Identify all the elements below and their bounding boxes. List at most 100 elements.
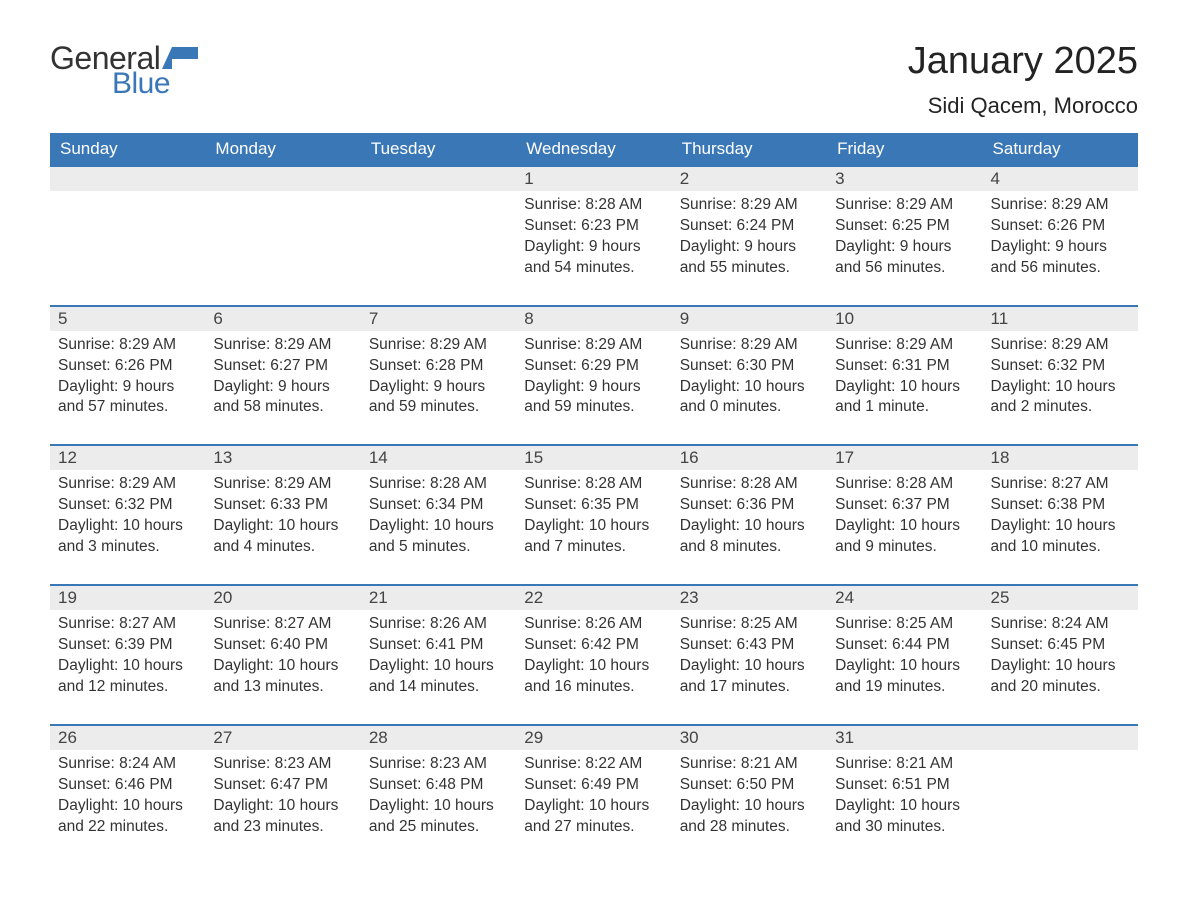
day-number: 25	[983, 586, 1138, 610]
calendar-cell: 26Sunrise: 8:24 AMSunset: 6:46 PMDayligh…	[50, 725, 205, 864]
calendar-cell: 31Sunrise: 8:21 AMSunset: 6:51 PMDayligh…	[827, 725, 982, 864]
day-number	[205, 167, 360, 191]
calendar-cell: 28Sunrise: 8:23 AMSunset: 6:48 PMDayligh…	[361, 725, 516, 864]
calendar-cell: 21Sunrise: 8:26 AMSunset: 6:41 PMDayligh…	[361, 585, 516, 725]
day-details: Sunrise: 8:28 AMSunset: 6:37 PMDaylight:…	[827, 470, 982, 584]
calendar-week: 19Sunrise: 8:27 AMSunset: 6:39 PMDayligh…	[50, 585, 1138, 725]
day-details: Sunrise: 8:26 AMSunset: 6:41 PMDaylight:…	[361, 610, 516, 724]
day-number: 30	[672, 726, 827, 750]
day-details: Sunrise: 8:27 AMSunset: 6:40 PMDaylight:…	[205, 610, 360, 724]
dow-monday: Monday	[205, 133, 360, 166]
day-number: 11	[983, 307, 1138, 331]
day-details: Sunrise: 8:29 AMSunset: 6:27 PMDaylight:…	[205, 331, 360, 445]
day-details: Sunrise: 8:24 AMSunset: 6:46 PMDaylight:…	[50, 750, 205, 864]
day-number: 17	[827, 446, 982, 470]
calendar-cell	[50, 166, 205, 306]
day-number: 29	[516, 726, 671, 750]
day-details: Sunrise: 8:29 AMSunset: 6:31 PMDaylight:…	[827, 331, 982, 445]
day-number: 9	[672, 307, 827, 331]
calendar-cell: 9Sunrise: 8:29 AMSunset: 6:30 PMDaylight…	[672, 306, 827, 446]
calendar-cell: 24Sunrise: 8:25 AMSunset: 6:44 PMDayligh…	[827, 585, 982, 725]
calendar-cell: 27Sunrise: 8:23 AMSunset: 6:47 PMDayligh…	[205, 725, 360, 864]
calendar-cell	[361, 166, 516, 306]
day-details: Sunrise: 8:29 AMSunset: 6:29 PMDaylight:…	[516, 331, 671, 445]
day-details: Sunrise: 8:29 AMSunset: 6:28 PMDaylight:…	[361, 331, 516, 445]
day-details: Sunrise: 8:29 AMSunset: 6:26 PMDaylight:…	[50, 331, 205, 445]
day-number	[983, 726, 1138, 750]
day-number: 5	[50, 307, 205, 331]
day-details: Sunrise: 8:23 AMSunset: 6:48 PMDaylight:…	[361, 750, 516, 864]
day-details: Sunrise: 8:28 AMSunset: 6:36 PMDaylight:…	[672, 470, 827, 584]
dow-sunday: Sunday	[50, 133, 205, 166]
day-details: Sunrise: 8:29 AMSunset: 6:33 PMDaylight:…	[205, 470, 360, 584]
day-number: 2	[672, 167, 827, 191]
day-details	[205, 191, 360, 301]
day-details: Sunrise: 8:25 AMSunset: 6:43 PMDaylight:…	[672, 610, 827, 724]
calendar-cell: 13Sunrise: 8:29 AMSunset: 6:33 PMDayligh…	[205, 445, 360, 585]
calendar-cell: 10Sunrise: 8:29 AMSunset: 6:31 PMDayligh…	[827, 306, 982, 446]
calendar-cell: 6Sunrise: 8:29 AMSunset: 6:27 PMDaylight…	[205, 306, 360, 446]
day-number: 6	[205, 307, 360, 331]
brand-blue: Blue	[112, 67, 170, 101]
calendar-cell: 14Sunrise: 8:28 AMSunset: 6:34 PMDayligh…	[361, 445, 516, 585]
day-number: 20	[205, 586, 360, 610]
calendar-week: 26Sunrise: 8:24 AMSunset: 6:46 PMDayligh…	[50, 725, 1138, 864]
calendar-cell: 7Sunrise: 8:29 AMSunset: 6:28 PMDaylight…	[361, 306, 516, 446]
day-details: Sunrise: 8:28 AMSunset: 6:23 PMDaylight:…	[516, 191, 671, 305]
dow-wednesday: Wednesday	[516, 133, 671, 166]
day-details: Sunrise: 8:28 AMSunset: 6:34 PMDaylight:…	[361, 470, 516, 584]
day-number: 19	[50, 586, 205, 610]
calendar-cell: 1Sunrise: 8:28 AMSunset: 6:23 PMDaylight…	[516, 166, 671, 306]
calendar-cell: 20Sunrise: 8:27 AMSunset: 6:40 PMDayligh…	[205, 585, 360, 725]
calendar-week: 12Sunrise: 8:29 AMSunset: 6:32 PMDayligh…	[50, 445, 1138, 585]
day-number	[50, 167, 205, 191]
calendar-cell: 16Sunrise: 8:28 AMSunset: 6:36 PMDayligh…	[672, 445, 827, 585]
day-details: Sunrise: 8:21 AMSunset: 6:50 PMDaylight:…	[672, 750, 827, 864]
day-number: 15	[516, 446, 671, 470]
day-details: Sunrise: 8:28 AMSunset: 6:35 PMDaylight:…	[516, 470, 671, 584]
day-number	[361, 167, 516, 191]
calendar-cell	[205, 166, 360, 306]
day-number: 4	[983, 167, 1138, 191]
day-details: Sunrise: 8:29 AMSunset: 6:32 PMDaylight:…	[983, 331, 1138, 445]
day-number: 31	[827, 726, 982, 750]
day-details: Sunrise: 8:29 AMSunset: 6:26 PMDaylight:…	[983, 191, 1138, 305]
day-number: 13	[205, 446, 360, 470]
day-details	[983, 750, 1138, 860]
day-number: 21	[361, 586, 516, 610]
day-number: 7	[361, 307, 516, 331]
day-details: Sunrise: 8:26 AMSunset: 6:42 PMDaylight:…	[516, 610, 671, 724]
calendar-cell: 23Sunrise: 8:25 AMSunset: 6:43 PMDayligh…	[672, 585, 827, 725]
day-of-week-row: Sunday Monday Tuesday Wednesday Thursday…	[50, 133, 1138, 166]
page-header: General Blue January 2025 Sidi Qacem, Mo…	[50, 40, 1138, 119]
day-details	[361, 191, 516, 301]
calendar-cell	[983, 725, 1138, 864]
calendar-cell: 25Sunrise: 8:24 AMSunset: 6:45 PMDayligh…	[983, 585, 1138, 725]
day-number: 8	[516, 307, 671, 331]
day-details: Sunrise: 8:24 AMSunset: 6:45 PMDaylight:…	[983, 610, 1138, 724]
day-number: 26	[50, 726, 205, 750]
day-number: 28	[361, 726, 516, 750]
day-number: 18	[983, 446, 1138, 470]
dow-tuesday: Tuesday	[361, 133, 516, 166]
calendar-cell: 8Sunrise: 8:29 AMSunset: 6:29 PMDaylight…	[516, 306, 671, 446]
day-details: Sunrise: 8:23 AMSunset: 6:47 PMDaylight:…	[205, 750, 360, 864]
day-details: Sunrise: 8:29 AMSunset: 6:25 PMDaylight:…	[827, 191, 982, 305]
calendar-cell: 4Sunrise: 8:29 AMSunset: 6:26 PMDaylight…	[983, 166, 1138, 306]
day-number: 23	[672, 586, 827, 610]
day-number: 24	[827, 586, 982, 610]
title-block: January 2025 Sidi Qacem, Morocco	[908, 40, 1138, 119]
calendar-cell: 3Sunrise: 8:29 AMSunset: 6:25 PMDaylight…	[827, 166, 982, 306]
day-details	[50, 191, 205, 301]
day-number: 16	[672, 446, 827, 470]
day-details: Sunrise: 8:29 AMSunset: 6:32 PMDaylight:…	[50, 470, 205, 584]
dow-thursday: Thursday	[672, 133, 827, 166]
calendar-week: 1Sunrise: 8:28 AMSunset: 6:23 PMDaylight…	[50, 166, 1138, 306]
calendar-cell: 18Sunrise: 8:27 AMSunset: 6:38 PMDayligh…	[983, 445, 1138, 585]
dow-saturday: Saturday	[983, 133, 1138, 166]
day-number: 3	[827, 167, 982, 191]
day-details: Sunrise: 8:27 AMSunset: 6:38 PMDaylight:…	[983, 470, 1138, 584]
calendar-cell: 22Sunrise: 8:26 AMSunset: 6:42 PMDayligh…	[516, 585, 671, 725]
calendar-cell: 12Sunrise: 8:29 AMSunset: 6:32 PMDayligh…	[50, 445, 205, 585]
calendar-cell: 5Sunrise: 8:29 AMSunset: 6:26 PMDaylight…	[50, 306, 205, 446]
